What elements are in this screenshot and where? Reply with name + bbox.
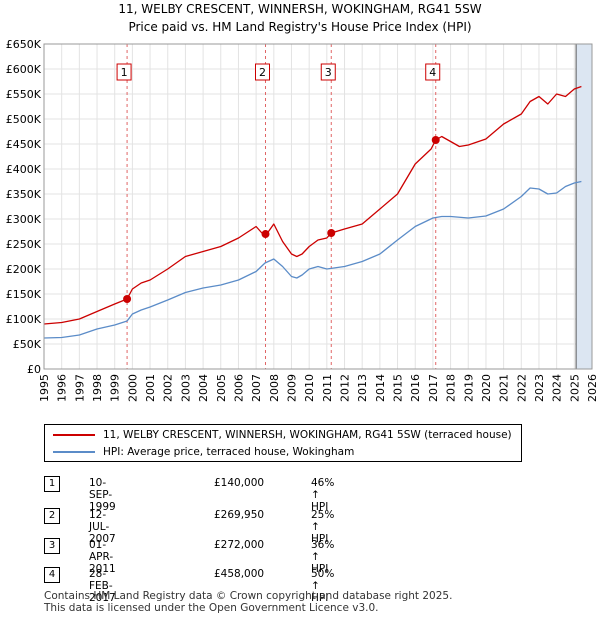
x-tick-label: 2014 <box>374 374 387 402</box>
y-tick-label: £200K <box>6 263 42 276</box>
x-tick-label: 2015 <box>392 374 405 402</box>
sale-label-box <box>254 63 270 81</box>
property-price-line <box>43 85 582 325</box>
y-tick-label: £600K <box>6 63 42 76</box>
y-tick-label: £650K <box>6 38 42 51</box>
x-tick-label: 1995 <box>38 374 51 402</box>
y-tick-label: £100K <box>6 313 42 326</box>
sale-labels: 1 2 3 4 <box>116 63 441 81</box>
x-axis: 1995 1996 1997 1998 1999 2000 2001 2002 2003 2004… <box>38 374 599 402</box>
y-tick-label: £50K <box>13 338 42 351</box>
hpi-line <box>43 180 582 339</box>
plot-frame <box>43 43 593 370</box>
sale-label: 1 <box>121 66 128 79</box>
legend-swatch-hpi <box>53 451 95 453</box>
sale-label-box <box>320 63 336 81</box>
transaction-date: 12-JUL-2007 <box>89 509 116 545</box>
x-tick-label: 2026 <box>586 374 599 402</box>
chart-grid <box>43 43 593 370</box>
y-tick-label: £350K <box>6 188 42 201</box>
x-tick-label: 2007 <box>250 374 263 402</box>
transaction-hpi: 25% ↑ HPI <box>311 509 335 545</box>
transaction-hpi: 50% ↑ HPI <box>311 568 335 604</box>
footer-licence: This data is licensed under the Open Gov… <box>44 602 379 614</box>
x-tick-label: 2008 <box>268 374 281 402</box>
x-tick-label: 2021 <box>498 374 511 402</box>
legend-label-hpi: HPI: Average price, terraced house, Woki… <box>103 446 355 458</box>
x-tick-label: 2020 <box>480 374 493 402</box>
transaction-hpi: 46% ↑ HPI <box>311 477 335 513</box>
y-axis: £0 £50K £100K £150K £200K £250K £300K £350K £400… <box>6 38 42 376</box>
x-tick-label: 1996 <box>56 374 69 402</box>
sale-label-box <box>425 63 441 81</box>
x-tick-label: 2012 <box>339 374 352 402</box>
transaction-number: 4 <box>44 567 60 583</box>
x-tick-label: 1998 <box>91 374 104 402</box>
transaction-price: £140,000 <box>214 477 265 489</box>
y-tick-label: £400K <box>6 163 42 176</box>
x-tick-label: 2019 <box>462 374 475 402</box>
transaction-price: £458,000 <box>214 568 265 580</box>
y-tick-label: £300K <box>6 213 42 226</box>
transaction-number: 2 <box>44 508 60 524</box>
transaction-date: 28-FEB-2017 <box>89 568 116 604</box>
x-tick-label: 2016 <box>409 374 422 402</box>
x-tick-label: 2011 <box>321 374 334 402</box>
legend-item-hpi: HPI: Average price, terraced house, Woki… <box>53 444 354 460</box>
sale-label: 4 <box>429 66 436 79</box>
chart-title: 11, WELBY CRESCENT, WINNERSH, WOKINGHAM,… <box>118 2 482 16</box>
legend-label-property: 11, WELBY CRESCENT, WINNERSH, WOKINGHAM,… <box>103 429 512 441</box>
x-tick-label: 2023 <box>533 374 546 402</box>
y-tick-label: £250K <box>6 238 42 251</box>
x-tick-label: 2022 <box>515 374 528 402</box>
x-tick-label: 2000 <box>126 374 139 402</box>
x-tick-label: 2006 <box>232 374 245 402</box>
y-tick-label: £0 <box>27 363 41 376</box>
transaction-date: 01-APR-2011 <box>89 539 116 575</box>
sale-point <box>123 295 132 303</box>
transaction-number: 3 <box>44 538 60 554</box>
x-tick-label: 2003 <box>179 374 192 402</box>
transaction-hpi: 36% ↑ HPI <box>311 539 335 575</box>
x-tick-label: 2010 <box>303 374 316 402</box>
forecast-area <box>576 44 592 369</box>
sale-point <box>431 136 440 144</box>
chart-series <box>43 85 582 339</box>
legend-item-property: 11, WELBY CRESCENT, WINNERSH, WOKINGHAM,… <box>53 427 512 443</box>
transaction-price: £272,000 <box>214 539 265 551</box>
x-tick-label: 1999 <box>109 374 122 402</box>
transaction-price: £269,950 <box>214 509 265 521</box>
x-tick-label: 2001 <box>144 374 157 402</box>
legend: 11, WELBY CRESCENT, WINNERSH, WOKINGHAM,… <box>44 424 522 462</box>
y-tick-label: £550K <box>6 88 42 101</box>
forecast-shading <box>575 44 592 369</box>
footer-copyright: Contains HM Land Registry data © Crown c… <box>44 590 453 602</box>
x-tick-label: 2017 <box>427 374 440 402</box>
sale-marker-lines <box>126 44 437 369</box>
transaction-date: 10-SEP-1999 <box>89 477 116 513</box>
price-chart: 1 2 3 4 £0 £50K £100K £150K £200K £250K £300K £350… <box>6 38 599 402</box>
sale-point <box>261 230 270 239</box>
chart-subtitle: Price paid vs. HM Land Registry's House … <box>128 20 472 34</box>
x-tick-label: 2024 <box>551 374 564 402</box>
sale-label: 2 <box>259 66 266 79</box>
y-tick-label: £450K <box>6 138 42 151</box>
y-tick-label: £150K <box>6 288 42 301</box>
y-tick-label: £500K <box>6 113 42 126</box>
x-tick-label: 1997 <box>73 374 86 402</box>
x-tick-label: 2018 <box>445 374 458 402</box>
sale-points <box>123 136 440 303</box>
transaction-number: 1 <box>44 476 60 492</box>
legend-swatch-property <box>53 434 95 436</box>
x-tick-label: 2004 <box>197 374 210 402</box>
sale-label: 3 <box>325 66 332 79</box>
x-tick-label: 2002 <box>162 374 175 402</box>
x-tick-label: 2013 <box>356 374 369 402</box>
sale-label-box <box>116 63 132 81</box>
sale-point <box>327 229 336 237</box>
x-tick-label: 2009 <box>285 374 298 402</box>
x-tick-label: 2005 <box>215 374 228 402</box>
x-tick-label: 2025 <box>568 374 581 402</box>
